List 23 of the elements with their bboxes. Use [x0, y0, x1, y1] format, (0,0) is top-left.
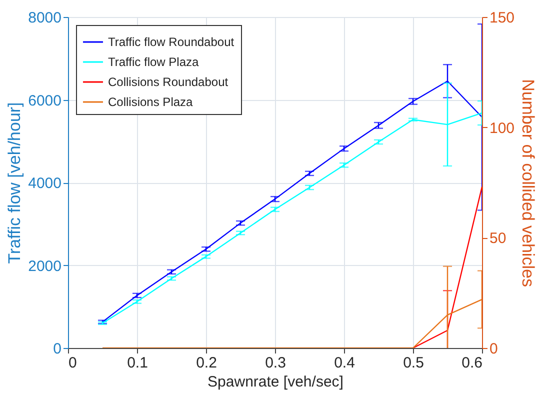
x-axis-title: Spawnrate [veh/sec]: [208, 374, 344, 390]
legend-label: Collisions Roundabout: [108, 75, 229, 89]
y-axis-title: Traffic flow [veh/hour]: [5, 102, 24, 264]
x-tick-label: 0.4: [334, 354, 355, 372]
y-tick-label: 2000: [28, 258, 62, 275]
x-tick-label: 0.1: [127, 354, 148, 372]
legend-label: Traffic flow Plaza: [108, 55, 200, 69]
y2-axis-title: Number of collided vehicles: [518, 79, 538, 287]
x-tick-label: 0: [68, 354, 77, 372]
y-tick-label: 4000: [28, 175, 62, 192]
x-tick-label: 0.2: [196, 354, 217, 372]
y2-tick-label: 150: [490, 10, 515, 26]
legend-label: Collisions Plaza: [108, 95, 194, 109]
x-tick-label: 0.3: [265, 354, 286, 372]
x-tick-label: 0.5: [403, 354, 424, 372]
y-tick-label: 6000: [28, 92, 62, 110]
y-tick-label: 0: [53, 340, 62, 358]
x-tick-label: 0.6: [462, 354, 482, 372]
y-tick-label: 8000: [28, 10, 62, 26]
y2-tick-label: 100: [490, 120, 515, 137]
legend-label: Traffic flow Roundabout: [108, 35, 235, 49]
y2-tick-label: 50: [490, 230, 506, 248]
y2-tick-label: 0: [490, 340, 498, 358]
